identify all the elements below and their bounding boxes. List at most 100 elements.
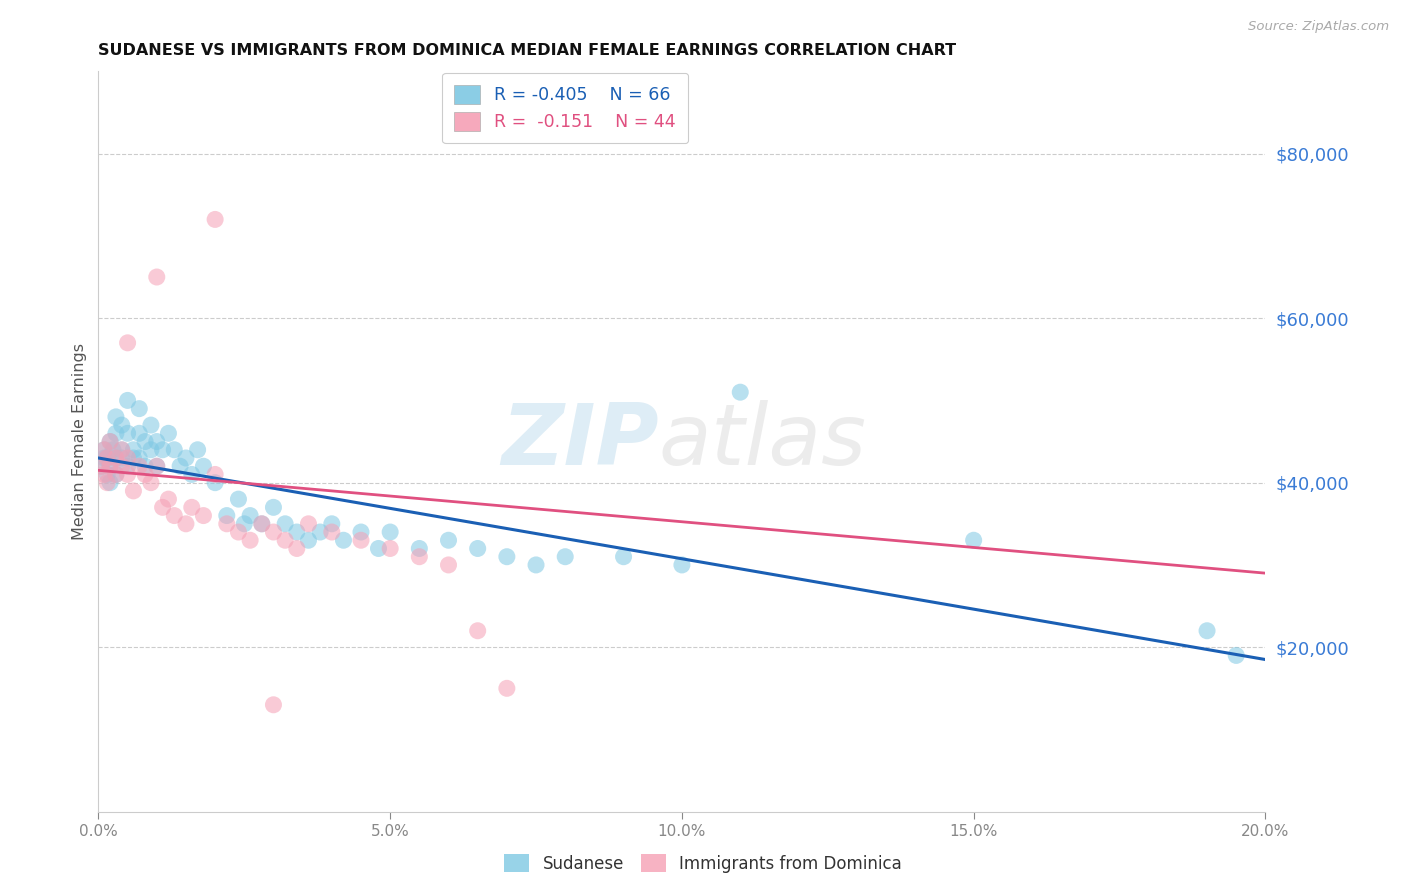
Point [193,459,215,474]
Point [134,459,156,474]
Point [1225,648,1247,663]
Text: Source: ZipAtlas.com: Source: ZipAtlas.com [1249,20,1389,33]
Point [134,434,156,449]
Point [117,450,139,465]
Point [262,698,284,712]
Point [146,434,169,449]
Point [96,467,118,482]
Point [350,524,373,539]
Point [111,459,134,474]
Legend: R = -0.405    N = 66, R =  -0.151    N = 44: R = -0.405 N = 66, R = -0.151 N = 44 [443,72,688,144]
Point [193,508,215,523]
Point [285,541,308,556]
Point [228,524,250,539]
Point [309,524,332,539]
Point [262,500,284,515]
Point [104,467,127,482]
Point [104,450,127,465]
Point [163,442,186,457]
Text: ZIP: ZIP [501,400,658,483]
Point [117,459,139,474]
Point [233,516,256,531]
Point [146,459,169,474]
Point [204,212,226,227]
Point [98,459,121,474]
Point [297,516,319,531]
Point [332,533,354,548]
Point [169,459,191,474]
Point [139,475,162,490]
Legend: Sudanese, Immigrants from Dominica: Sudanese, Immigrants from Dominica [498,847,908,880]
Point [962,533,984,548]
Point [730,385,752,400]
Text: SUDANESE VS IMMIGRANTS FROM DOMINICA MEDIAN FEMALE EARNINGS CORRELATION CHART: SUDANESE VS IMMIGRANTS FROM DOMINICA MED… [98,43,956,58]
Point [111,442,134,457]
Point [128,401,150,416]
Point [554,549,576,564]
Point [93,467,115,482]
Point [1195,624,1218,638]
Point [117,335,139,350]
Point [187,442,209,457]
Point [408,541,430,556]
Point [350,533,373,548]
Point [180,467,202,482]
Point [128,459,150,474]
Point [467,541,489,556]
Point [467,624,489,638]
Point [612,549,634,564]
Point [157,426,180,441]
Point [204,475,226,490]
Point [297,533,319,548]
Point [96,450,118,465]
Point [101,442,124,457]
Point [180,500,202,515]
Point [128,450,150,465]
Point [437,558,460,572]
Point [93,442,115,457]
Point [380,524,402,539]
Point [104,409,127,424]
Point [496,681,519,696]
Point [93,450,115,465]
Point [285,524,308,539]
Point [437,533,460,548]
Point [134,467,156,482]
Point [104,467,127,482]
Point [122,442,145,457]
Point [96,475,118,490]
Point [128,426,150,441]
Point [98,459,121,474]
Point [239,533,262,548]
Point [380,541,402,556]
Point [117,393,139,408]
Point [122,483,145,498]
Point [152,500,174,515]
Y-axis label: Median Female Earnings: Median Female Earnings [72,343,87,540]
Point [671,558,693,572]
Point [98,434,121,449]
Point [139,418,162,433]
Point [104,426,127,441]
Point [250,516,273,531]
Point [104,450,127,465]
Point [274,533,297,548]
Point [117,467,139,482]
Point [408,549,430,564]
Point [98,434,121,449]
Point [215,508,238,523]
Point [274,516,297,531]
Point [93,442,115,457]
Point [122,450,145,465]
Point [524,558,547,572]
Point [174,516,197,531]
Point [163,508,186,523]
Point [146,270,169,285]
Point [174,450,197,465]
Point [111,418,134,433]
Point [146,459,169,474]
Point [321,524,343,539]
Point [215,516,238,531]
Point [152,442,174,457]
Point [367,541,389,556]
